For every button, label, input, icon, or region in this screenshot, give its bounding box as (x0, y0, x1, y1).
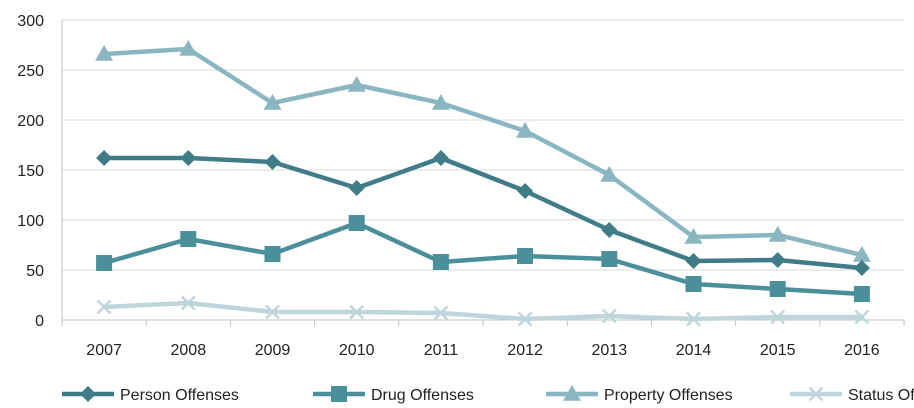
legend-label: Property Offenses (604, 387, 733, 404)
data-point-property-offenses (600, 166, 619, 182)
series-person-offenses (96, 150, 870, 276)
data-point-status-offenses (770, 309, 786, 325)
data-point-person-offenses (348, 180, 365, 196)
x-tick-label: 2013 (592, 342, 628, 359)
legend-item-status-offenses: Status Offenses (790, 386, 914, 404)
legend-swatch-marker (808, 386, 824, 402)
series-property-offenses (95, 40, 871, 262)
x-tick-label: 2011 (424, 342, 459, 359)
data-point-property-offenses (263, 94, 282, 110)
legend-label: Status Offenses (848, 387, 914, 404)
gridlines (62, 19, 904, 271)
series-group (95, 40, 871, 327)
x-tick-label: 2010 (339, 342, 375, 359)
y-tick-label: 200 (17, 113, 44, 130)
data-point-drug-offenses (432, 254, 449, 270)
x-tick-label: 2014 (676, 342, 712, 359)
legend-label: Person Offenses (120, 387, 239, 404)
y-tick-label: 0 (35, 313, 44, 330)
y-tick-label: 150 (17, 163, 44, 180)
y-tick-label: 100 (17, 213, 44, 230)
x-tick-label: 2007 (86, 342, 122, 359)
data-point-drug-offenses (180, 231, 197, 247)
legend-swatch-marker (331, 386, 347, 402)
data-point-property-offenses (852, 246, 871, 262)
data-point-status-offenses (349, 304, 365, 320)
data-point-status-offenses (433, 305, 449, 321)
data-point-property-offenses (768, 226, 787, 242)
data-point-property-offenses (431, 94, 450, 110)
data-point-property-offenses (684, 228, 703, 244)
data-point-status-offenses (854, 309, 870, 325)
data-point-drug-offenses (853, 286, 870, 302)
series-line-person-offenses (104, 155, 863, 271)
legend-item-person-offenses: Person Offenses (62, 386, 239, 404)
data-point-property-offenses (347, 76, 366, 92)
data-point-drug-offenses (264, 246, 281, 262)
y-tick-label: 50 (26, 263, 44, 280)
legend: Person Offenses Drug Offenses Property Off… (62, 385, 914, 404)
x-tick-label: 2016 (844, 342, 880, 359)
data-point-status-offenses (96, 299, 112, 315)
data-point-status-offenses (517, 311, 533, 327)
data-point-status-offenses (265, 304, 280, 320)
series-line-status-offenses (103, 300, 862, 322)
data-point-drug-offenses (96, 255, 113, 271)
series-drug-offenses (96, 215, 870, 302)
data-point-status-offenses (601, 308, 617, 324)
data-point-person-offenses (517, 183, 534, 199)
x-tick-label: 2015 (760, 342, 796, 359)
x-axis-tick-labels: 2007 2008 2009 2010 2011 2012 2013 2014 2015 2016 (86, 342, 879, 359)
data-point-property-offenses (179, 40, 198, 56)
legend-swatch-marker (563, 385, 581, 401)
x-tick-label: 2012 (507, 342, 543, 359)
y-tick-label: 300 (17, 13, 44, 30)
y-axis-tick-labels: 0 50 100 150 200 250 300 (17, 13, 44, 330)
data-point-status-offenses (180, 295, 196, 311)
data-point-property-offenses (516, 122, 535, 138)
data-point-person-offenses (769, 252, 786, 268)
series-line-property-offenses (103, 46, 863, 258)
data-point-property-offenses (95, 45, 114, 61)
data-point-person-offenses (432, 150, 449, 166)
legend-label: Drug Offenses (371, 387, 474, 404)
data-point-drug-offenses (685, 276, 702, 292)
data-point-drug-offenses (769, 281, 786, 297)
data-point-person-offenses (601, 222, 618, 238)
data-point-drug-offenses (601, 251, 618, 267)
data-point-drug-offenses (517, 248, 534, 264)
data-point-person-offenses (96, 150, 113, 166)
data-point-drug-offenses (348, 215, 365, 231)
data-point-person-offenses (685, 253, 702, 269)
data-point-person-offenses (180, 150, 197, 166)
legend-item-property-offenses: Property Offenses (546, 385, 733, 404)
data-point-person-offenses (264, 154, 281, 170)
series-line-drug-offenses (103, 220, 863, 297)
legend-item-drug-offenses: Drug Offenses (313, 386, 474, 404)
legend-swatch-marker (80, 386, 96, 402)
series-status-offenses (96, 295, 870, 327)
data-point-person-offenses (853, 260, 870, 276)
axes (61, 20, 905, 326)
x-tick-label: 2008 (171, 342, 207, 359)
data-point-status-offenses (686, 311, 701, 327)
y-tick-label: 250 (17, 63, 44, 80)
x-tick-label: 2009 (255, 342, 291, 359)
